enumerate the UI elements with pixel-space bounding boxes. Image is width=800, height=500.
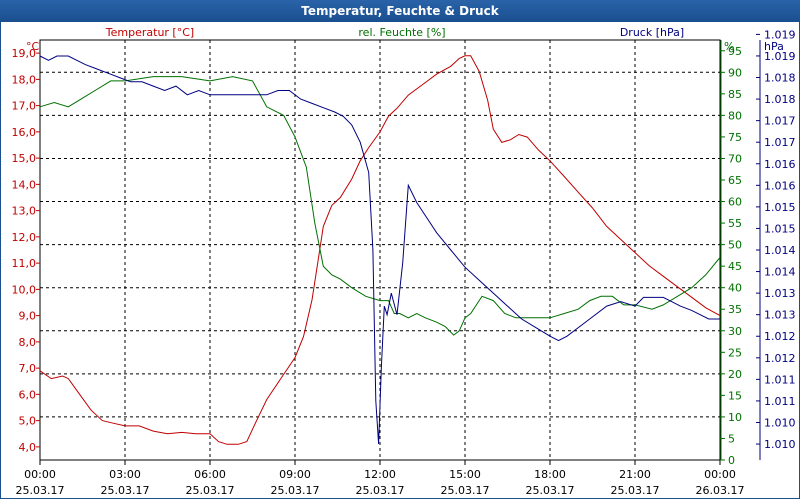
pressure-tick-label: 1.018 [764, 93, 796, 106]
humidity-tick-label: 95 [728, 45, 742, 58]
humidity-tick-label: 50 [728, 239, 742, 252]
humidity-tick-label: 70 [728, 152, 742, 165]
pressure-tick-label: 1.010 [764, 438, 796, 451]
temp-tick-label: 19,0 [12, 47, 37, 60]
pressure-tick-label: 1.012 [764, 352, 796, 365]
pressure-axis-title: Druck [hPa] [620, 26, 684, 39]
temp-tick-label: 17,0 [12, 100, 37, 113]
pressure-tick-label: 1.013 [764, 309, 796, 322]
temp-tick-label: 12,0 [12, 231, 37, 244]
x-tick-label-time: 12:00 [364, 468, 396, 481]
temp-tick-label: 9,0 [19, 310, 37, 323]
humidity-tick-label: 30 [728, 325, 742, 338]
pressure-tick-label: 1.017 [764, 115, 796, 128]
humidity-tick-label: 65 [728, 174, 742, 187]
humidity-tick-label: 55 [728, 217, 742, 230]
temp-tick-label: 14,0 [12, 178, 37, 191]
pressure-tick-label: 1.016 [764, 158, 796, 171]
pressure-tick-label: 1.016 [764, 179, 796, 192]
temp-tick-label: 16,0 [12, 126, 37, 139]
x-tick-label-date: 25.03.17 [101, 484, 150, 497]
pressure-unit-label: hPa [764, 40, 784, 53]
x-tick-label-date: 25.03.17 [526, 484, 575, 497]
temp-tick-label: 15,0 [12, 152, 37, 165]
plot-area-border [39, 39, 721, 461]
pressure-tick-label: 1.011 [764, 395, 796, 408]
humidity-tick-label: 60 [728, 196, 742, 209]
x-tick-label-time: 18:00 [534, 468, 566, 481]
pressure-tick-label: 1.010 [764, 416, 796, 429]
x-tick-label-time: 03:00 [109, 468, 141, 481]
pressure-tick-label: 1.013 [764, 287, 796, 300]
x-tick-label-date: 25.03.17 [271, 484, 320, 497]
x-tick-label-date: 26.03.17 [696, 484, 745, 497]
temp-tick-label: 13,0 [12, 205, 37, 218]
humidity-tick-label: 40 [728, 282, 742, 295]
x-tick-label-time: 21:00 [619, 468, 651, 481]
temp-axis-title: Temperatur [°C] [105, 26, 194, 39]
pressure-tick-label: 1.017 [764, 136, 796, 149]
temp-unit-label: °C [26, 40, 40, 53]
humidity-tick-label: 35 [728, 303, 742, 316]
chart-title: Temperatur, Feuchte & Druck [0, 0, 800, 22]
x-tick-label-time: 06:00 [194, 468, 226, 481]
pressure-series-line [39, 55, 720, 445]
temp-tick-label: 11,0 [12, 257, 37, 270]
temp-tick-label: 6,0 [19, 388, 37, 401]
humidity-tick-label: 0 [728, 454, 735, 467]
pressure-tick-label: 1.015 [764, 201, 796, 214]
temp-tick-label: 4,0 [19, 441, 37, 454]
pressure-tick-label: 1.019 [764, 28, 796, 41]
temp-tick-label: 5,0 [19, 415, 37, 428]
pressure-tick-label: 1.018 [764, 72, 796, 85]
x-tick-label-time: 15:00 [449, 468, 481, 481]
x-tick-label-date: 25.03.17 [611, 484, 660, 497]
temp-tick-label: 7,0 [19, 362, 37, 375]
humidity-tick-label: 25 [728, 346, 742, 359]
pressure-tick-label: 1.014 [764, 244, 796, 257]
humidity-axis-title: rel. Feuchte [%] [358, 26, 445, 39]
humidity-tick-label: 80 [728, 109, 742, 122]
temp-tick-label: 10,0 [12, 283, 37, 296]
x-tick-label-date: 25.03.17 [441, 484, 490, 497]
humidity-tick-label: 75 [728, 131, 742, 144]
x-tick-label-date: 25.03.17 [356, 484, 405, 497]
temp-tick-label: 8,0 [19, 336, 37, 349]
x-tick-label-time: 00:00 [24, 468, 56, 481]
humidity-series-line [39, 76, 721, 336]
humidity-tick-label: 5 [728, 432, 735, 445]
x-tick-label-date: 25.03.17 [186, 484, 235, 497]
humidity-tick-label: 90 [728, 66, 742, 79]
pressure-tick-label: 1.012 [764, 330, 796, 343]
temp-tick-label: 18,0 [12, 73, 37, 86]
humidity-tick-label: 15 [728, 389, 742, 402]
x-tick-label-time: 00:00 [704, 468, 736, 481]
humidity-unit-label: % [724, 40, 734, 53]
pressure-tick-label: 1.015 [764, 222, 796, 235]
humidity-tick-label: 45 [728, 260, 742, 273]
pressure-tick-label: 1.014 [764, 266, 796, 279]
temperature-series-line [39, 55, 721, 445]
pressure-tick-label: 1.019 [764, 50, 796, 63]
humidity-tick-label: 85 [728, 88, 742, 101]
pressure-tick-label: 1.011 [764, 373, 796, 386]
x-tick-label-date: 25.03.17 [16, 484, 65, 497]
x-tick-label-time: 09:00 [279, 468, 311, 481]
humidity-tick-label: 20 [728, 368, 742, 381]
humidity-tick-label: 10 [728, 411, 742, 424]
